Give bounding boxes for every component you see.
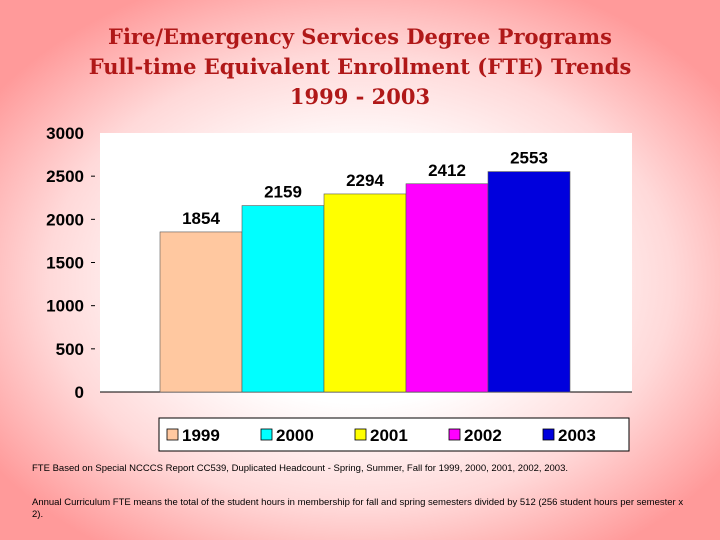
legend-label-2002: 2002 bbox=[464, 426, 502, 445]
legend-label-2000: 2000 bbox=[276, 426, 314, 445]
bar-2002 bbox=[405, 183, 489, 393]
y-tick-label: 500 bbox=[56, 340, 84, 359]
legend-swatch-1999 bbox=[166, 428, 179, 441]
chart-title: Fire/Emergency Services Degree Programs … bbox=[0, 22, 720, 112]
data-label-2000: 2159 bbox=[264, 183, 302, 202]
bar-chart: 0 500 1000 1500 2000 2500 3000 1854 2159 2294 2412… bbox=[46, 124, 632, 452]
legend-label-2001: 2001 bbox=[370, 426, 408, 445]
footnote-source: FTE Based on Special NCCCS Report CC539,… bbox=[32, 463, 568, 474]
title-line-2: Full-time Equivalent Enrollment (FTE) Tr… bbox=[88, 54, 632, 79]
footnote-definition: Annual Curriculum FTE means the total of… bbox=[32, 497, 684, 520]
y-tick-label: 2500 bbox=[46, 167, 84, 186]
legend-swatch-2000 bbox=[260, 428, 273, 441]
y-tick-label: 3000 bbox=[46, 124, 84, 143]
bar-2003 bbox=[487, 171, 571, 393]
bar-2000 bbox=[241, 205, 325, 393]
y-tick-label: 1500 bbox=[46, 254, 84, 273]
data-label-2003: 2553 bbox=[510, 149, 548, 168]
y-tick-label: 2000 bbox=[46, 210, 84, 229]
title-line-3: 1999 - 2003 bbox=[289, 84, 431, 109]
title-line-1: Fire/Emergency Services Degree Programs bbox=[108, 24, 612, 49]
data-label-2002: 2412 bbox=[428, 161, 466, 180]
legend-swatch-2002 bbox=[448, 428, 461, 441]
legend-swatch-2001 bbox=[354, 428, 367, 441]
legend-label-1999: 1999 bbox=[182, 426, 220, 445]
legend-swatch-2003 bbox=[542, 428, 555, 441]
data-label-2001: 2294 bbox=[346, 171, 384, 190]
y-tick-label: 0 bbox=[75, 383, 84, 402]
y-tick-label: 1000 bbox=[46, 297, 84, 316]
bar-2001 bbox=[323, 193, 407, 393]
data-label-1999: 1854 bbox=[182, 209, 220, 228]
legend-label-2003: 2003 bbox=[558, 426, 596, 445]
bar-1999 bbox=[159, 231, 243, 393]
